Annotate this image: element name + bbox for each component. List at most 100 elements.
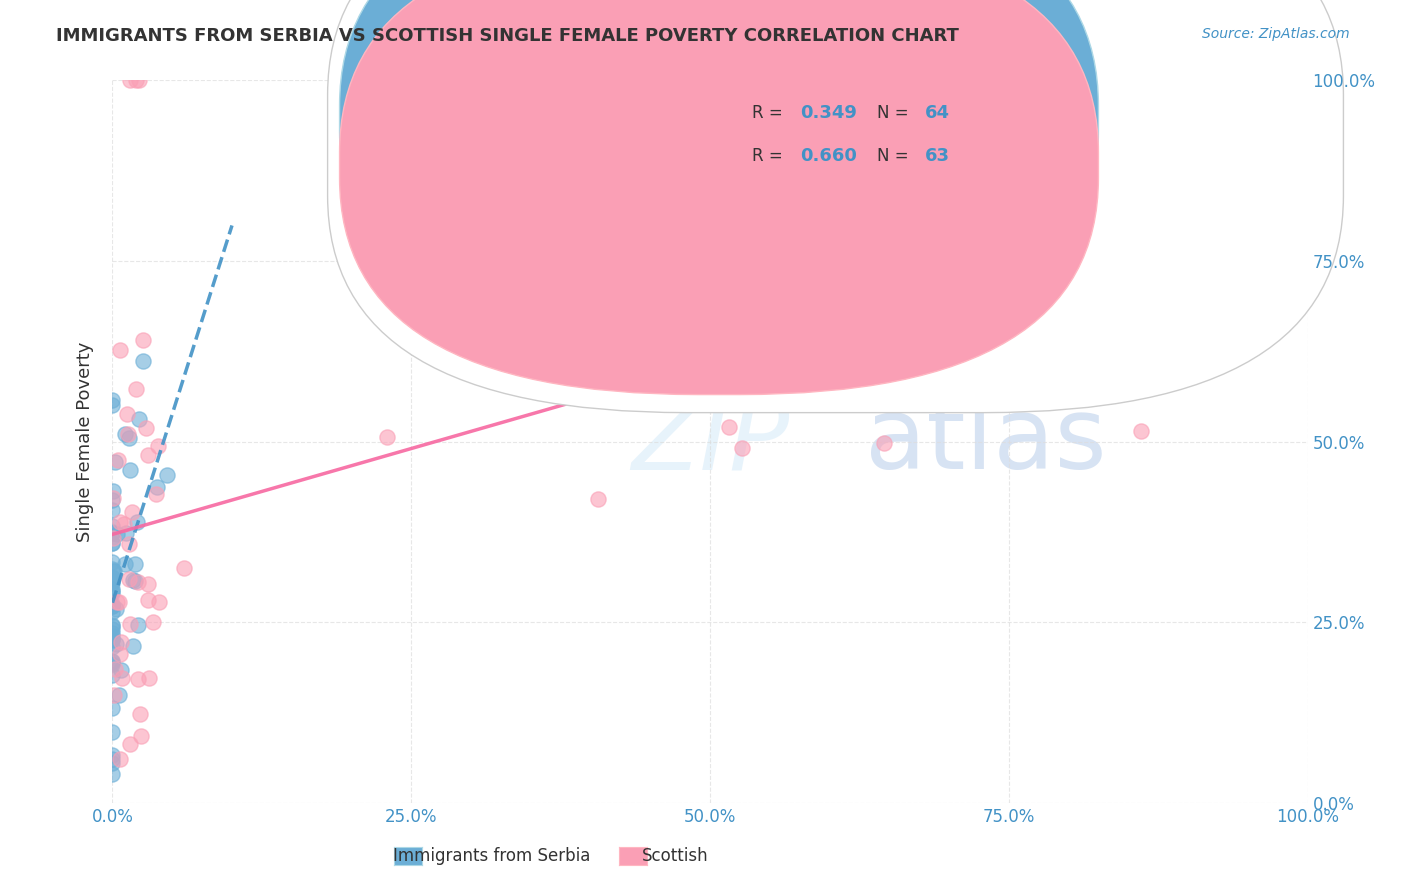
Point: [118, 432, 141, 446]
Point: [101, 484, 124, 499]
Point: [873, 436, 896, 450]
Y-axis label: Single Female Poverty: Single Female Poverty: [76, 342, 94, 541]
Point: [108, 647, 131, 661]
Text: IMMIGRANTS FROM SERBIA VS SCOTTISH SINGLE FEMALE POVERTY CORRELATION CHART: IMMIGRANTS FROM SERBIA VS SCOTTISH SINGL…: [56, 27, 959, 45]
Point: [112, 517, 135, 532]
Point: [101, 561, 124, 575]
Point: [104, 455, 127, 469]
Point: [897, 364, 920, 378]
Point: [1130, 425, 1153, 439]
Text: 64: 64: [925, 103, 950, 122]
Point: [121, 573, 143, 587]
Point: [645, 375, 668, 389]
Point: [122, 639, 145, 653]
Text: R =: R =: [752, 103, 787, 122]
Point: [108, 595, 131, 609]
Point: [831, 312, 853, 326]
Point: [1085, 187, 1108, 202]
Text: Source: ZipAtlas.com: Source: ZipAtlas.com: [1202, 27, 1350, 41]
Point: [127, 618, 149, 632]
Point: [173, 560, 195, 574]
Point: [105, 527, 128, 541]
Point: [121, 505, 143, 519]
Point: [101, 599, 124, 613]
Point: [136, 448, 159, 462]
Point: [131, 353, 153, 368]
Point: [138, 671, 160, 685]
Point: [101, 756, 124, 770]
Point: [101, 766, 124, 780]
Point: [101, 398, 124, 412]
Point: [101, 622, 124, 636]
Point: [156, 467, 179, 482]
Point: [101, 503, 124, 517]
Point: [117, 427, 139, 442]
Point: [103, 531, 125, 545]
Point: [820, 291, 842, 305]
Point: [101, 565, 124, 579]
Point: [146, 480, 169, 494]
Point: [101, 493, 124, 508]
Point: [939, 261, 962, 276]
Point: [101, 598, 124, 612]
Point: [101, 626, 124, 640]
Point: [101, 632, 124, 646]
Point: [135, 420, 157, 434]
Point: [118, 738, 141, 752]
Point: [101, 574, 124, 588]
Point: [105, 602, 128, 616]
Point: [101, 619, 124, 633]
Point: [101, 700, 124, 714]
Point: [1092, 227, 1115, 242]
Point: [101, 654, 124, 668]
Point: [103, 688, 125, 702]
Point: [142, 615, 165, 630]
Point: [111, 671, 134, 685]
Point: [375, 430, 398, 444]
Point: [145, 487, 167, 501]
Point: [101, 632, 124, 647]
Point: [1042, 103, 1064, 118]
Point: [117, 407, 139, 421]
Point: [103, 564, 125, 578]
Point: [104, 637, 127, 651]
Text: 0.349: 0.349: [800, 103, 856, 122]
Point: [108, 515, 131, 529]
Point: [129, 729, 152, 743]
Point: [489, 214, 512, 228]
Point: [976, 390, 998, 404]
Point: [101, 393, 124, 408]
Point: [101, 617, 124, 632]
Point: [110, 663, 132, 677]
Point: [101, 583, 124, 598]
Point: [101, 655, 124, 669]
Point: [101, 575, 124, 590]
Point: [959, 235, 981, 249]
Point: [132, 334, 155, 348]
Point: [101, 725, 124, 739]
Point: [101, 629, 124, 643]
Point: [128, 412, 150, 426]
Point: [101, 535, 124, 549]
Text: N =: N =: [877, 103, 914, 122]
Point: [101, 524, 124, 539]
Point: [495, 273, 517, 287]
Text: Immigrants from Serbia: Immigrants from Serbia: [394, 847, 591, 865]
Point: [912, 359, 935, 373]
Point: [101, 570, 124, 584]
Point: [107, 688, 129, 702]
Point: [101, 519, 124, 533]
FancyBboxPatch shape: [340, 0, 1098, 394]
Point: [118, 616, 141, 631]
Point: [101, 668, 124, 682]
Point: [108, 343, 131, 358]
Point: [101, 571, 124, 585]
Point: [103, 491, 125, 506]
Point: [120, 463, 142, 477]
Point: [101, 555, 124, 569]
Point: [101, 536, 124, 550]
Point: [127, 574, 149, 589]
Point: [104, 662, 127, 676]
Point: [747, 267, 769, 281]
Point: [124, 574, 146, 588]
